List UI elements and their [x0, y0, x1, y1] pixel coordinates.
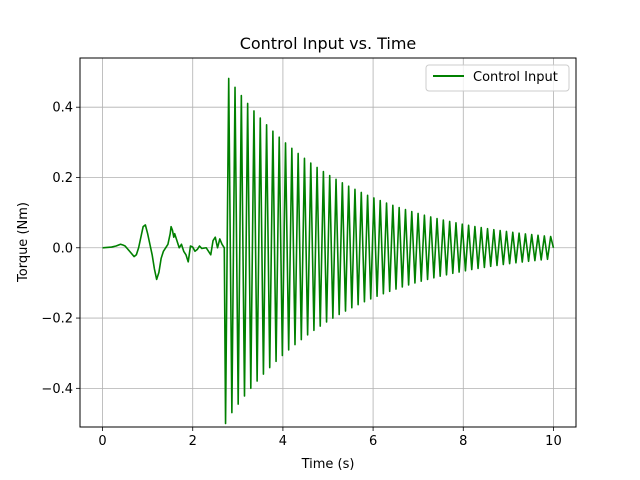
series-layer — [102, 77, 555, 425]
y-tick-label: 0.2 — [52, 171, 73, 186]
y-axis-label: Torque (Nm) — [16, 202, 31, 283]
x-tick-label: 4 — [279, 434, 287, 449]
y-tick-label: −0.4 — [41, 382, 73, 397]
plot-frame — [79, 57, 577, 428]
y-tick-label: 0.0 — [52, 241, 73, 256]
legend: Control Input — [425, 64, 570, 92]
x-axis-label: Time (s) — [301, 457, 355, 472]
x-tick-label: 6 — [369, 434, 377, 449]
chart-title: Control Input vs. Time — [240, 34, 417, 53]
legend-box — [425, 64, 570, 92]
legend-label-control-input: Control Input — [473, 70, 558, 85]
y-tick-label: 0.4 — [52, 101, 73, 116]
x-tick-label: 0 — [98, 434, 106, 449]
y-tick-label: −0.2 — [41, 312, 73, 327]
tick-layer: 0 2 4 6 8 10 −0.4 −0.2 0.0 0.2 0.4 — [41, 101, 561, 449]
x-tick-label: 2 — [189, 434, 197, 449]
series-line-control-input — [102, 77, 555, 425]
x-tick-label: 8 — [459, 434, 467, 449]
x-tick-label: 10 — [545, 434, 562, 449]
grid — [80, 58, 576, 427]
